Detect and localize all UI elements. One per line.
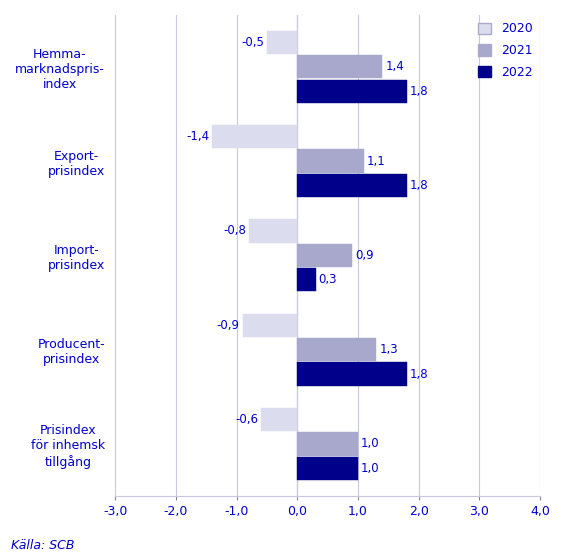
Text: -0,8: -0,8 bbox=[223, 224, 246, 238]
Bar bbox=[212, 125, 297, 148]
Text: 1,4: 1,4 bbox=[385, 60, 404, 73]
Bar bbox=[297, 432, 358, 456]
Bar bbox=[249, 219, 297, 243]
Bar bbox=[261, 408, 297, 431]
Bar bbox=[297, 457, 358, 480]
Text: 1,3: 1,3 bbox=[379, 343, 398, 356]
Bar bbox=[297, 268, 315, 291]
Bar bbox=[297, 338, 376, 361]
Bar bbox=[297, 244, 352, 267]
Bar bbox=[297, 362, 407, 386]
Text: 1,8: 1,8 bbox=[410, 179, 428, 192]
Text: 0,9: 0,9 bbox=[355, 249, 373, 262]
Bar bbox=[297, 174, 407, 197]
Text: 1,8: 1,8 bbox=[410, 367, 428, 381]
Text: 1,0: 1,0 bbox=[361, 462, 380, 475]
Bar bbox=[267, 31, 297, 54]
Bar bbox=[297, 149, 364, 173]
Text: 1,1: 1,1 bbox=[367, 155, 386, 168]
Text: 1,8: 1,8 bbox=[410, 85, 428, 98]
Text: 0,3: 0,3 bbox=[319, 273, 337, 286]
Bar bbox=[243, 314, 297, 337]
Text: 1,0: 1,0 bbox=[361, 437, 380, 451]
Text: -0,5: -0,5 bbox=[241, 36, 264, 49]
Bar bbox=[297, 55, 383, 78]
Bar bbox=[297, 79, 407, 103]
Legend: 2020, 2021, 2022: 2020, 2021, 2022 bbox=[473, 18, 537, 84]
Text: -1,4: -1,4 bbox=[186, 130, 210, 143]
Text: -0,6: -0,6 bbox=[235, 413, 258, 426]
Text: -0,9: -0,9 bbox=[217, 319, 240, 332]
Text: Källa: SCB: Källa: SCB bbox=[11, 539, 75, 552]
